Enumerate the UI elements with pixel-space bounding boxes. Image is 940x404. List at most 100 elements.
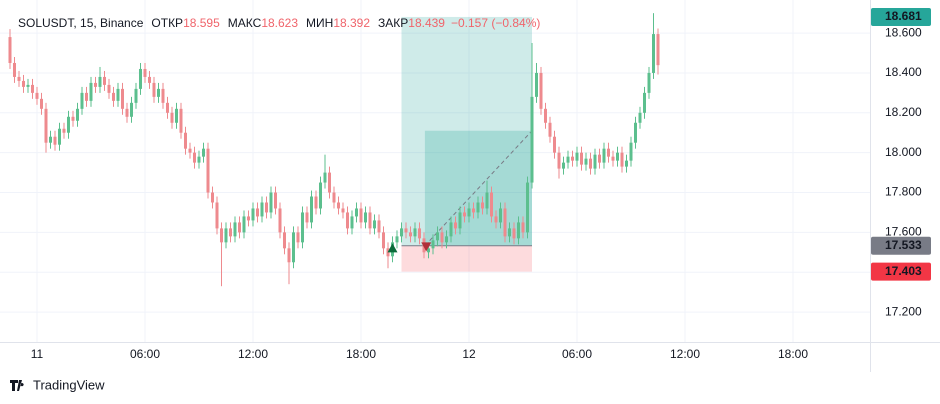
candle-body bbox=[336, 202, 340, 209]
candle-body bbox=[476, 202, 480, 213]
candle-body bbox=[318, 182, 322, 209]
candle-body bbox=[503, 208, 507, 237]
candle-body bbox=[30, 84, 34, 93]
candle-body bbox=[116, 88, 120, 101]
candle-body bbox=[143, 68, 147, 77]
y-tick-label: 17.600 bbox=[885, 225, 922, 239]
candle-body bbox=[21, 80, 25, 87]
candle-body bbox=[620, 152, 624, 167]
candle-body bbox=[75, 108, 79, 121]
candle-body bbox=[183, 132, 187, 149]
candle-body bbox=[516, 222, 520, 239]
grid bbox=[0, 0, 870, 342]
candle-body bbox=[327, 172, 331, 193]
header-item: −0.157 (−0.84%) bbox=[451, 16, 540, 30]
y-tick-label: 18.200 bbox=[885, 105, 922, 119]
candle-body bbox=[377, 220, 381, 233]
candle-body bbox=[66, 116, 70, 133]
candle-body bbox=[53, 136, 57, 145]
candle-body bbox=[305, 212, 309, 223]
candle-body bbox=[210, 192, 214, 203]
candle-body bbox=[489, 192, 493, 217]
candle-body bbox=[215, 202, 219, 229]
logo: TradingView bbox=[10, 377, 105, 392]
candle-body bbox=[453, 222, 457, 229]
candle-body bbox=[557, 152, 561, 169]
candle-body bbox=[26, 84, 30, 87]
candle-body bbox=[332, 192, 336, 203]
candle-body bbox=[363, 212, 367, 223]
header-item: 18.595 bbox=[183, 16, 220, 30]
header-item: SOLUSDT, 15, Binance bbox=[18, 16, 144, 30]
candle-body bbox=[381, 232, 385, 249]
candle-body bbox=[512, 228, 516, 239]
candle-body bbox=[611, 156, 615, 161]
candle-body bbox=[404, 228, 408, 233]
candle-body bbox=[350, 216, 354, 229]
header-item: ОТКР bbox=[151, 16, 183, 30]
candle-body bbox=[147, 76, 151, 83]
candle-body bbox=[219, 228, 223, 243]
candle-body bbox=[170, 112, 174, 123]
candle-body bbox=[71, 116, 75, 121]
candle-body bbox=[233, 222, 237, 237]
candle-body bbox=[408, 232, 412, 237]
candle-body bbox=[102, 76, 106, 85]
candle-body bbox=[480, 202, 484, 209]
x-tick-label: 12 bbox=[462, 347, 476, 361]
candle-body bbox=[643, 92, 647, 113]
candle-body bbox=[228, 228, 232, 237]
candle-body bbox=[273, 192, 277, 209]
candle-body bbox=[575, 152, 579, 161]
candle-body bbox=[354, 208, 358, 217]
profit-zone bbox=[401, 16, 532, 246]
header: SOLUSDT, 15, Binance ОТКР18.595 МАКС18.623… bbox=[18, 16, 540, 30]
y-tick-label: 17.200 bbox=[885, 304, 922, 318]
candle-body bbox=[543, 108, 547, 123]
header-item: 18.392 bbox=[333, 16, 370, 30]
candle-body bbox=[251, 208, 255, 221]
candle-body bbox=[440, 232, 444, 243]
candle-body bbox=[616, 152, 620, 161]
header-item: 18.439 bbox=[408, 16, 445, 30]
candle-body bbox=[458, 212, 462, 229]
candle-body bbox=[35, 92, 39, 99]
candle-body bbox=[296, 232, 300, 243]
candle-body bbox=[192, 152, 196, 163]
candle-body bbox=[323, 172, 327, 183]
candle-body bbox=[539, 72, 543, 109]
candle-body bbox=[156, 88, 160, 97]
candle-body bbox=[89, 82, 93, 101]
candle-body bbox=[8, 37, 12, 63]
candle-body bbox=[589, 158, 593, 169]
candle-body bbox=[255, 208, 259, 217]
candle-body bbox=[566, 156, 570, 163]
candle-body bbox=[80, 92, 84, 109]
x-tick-label: 18:00 bbox=[778, 347, 808, 361]
candle-body bbox=[534, 72, 538, 97]
price-badge bbox=[871, 236, 931, 255]
candle-body bbox=[525, 182, 529, 233]
price-badge bbox=[871, 7, 931, 26]
candle-body bbox=[570, 156, 574, 161]
header-item: 18.623 bbox=[261, 16, 298, 30]
y-tick-label: 18.000 bbox=[885, 145, 922, 159]
candle-body bbox=[17, 76, 21, 81]
candle-body bbox=[237, 222, 241, 233]
candle-body bbox=[242, 216, 246, 233]
candle-body bbox=[417, 228, 421, 239]
candle-body bbox=[638, 112, 642, 123]
price-badge bbox=[871, 262, 931, 281]
candle-body bbox=[57, 128, 61, 145]
candle-body bbox=[12, 62, 16, 77]
candle-body bbox=[287, 248, 291, 263]
candle-body bbox=[48, 136, 52, 143]
candle-body bbox=[372, 220, 376, 229]
candle-body bbox=[120, 88, 124, 109]
candle-body bbox=[602, 148, 606, 163]
candle-body bbox=[197, 156, 201, 163]
candle-body bbox=[62, 128, 66, 133]
brand[interactable]: TradingView bbox=[33, 377, 105, 392]
candle-body bbox=[161, 88, 165, 103]
price-badge-label: 17.533 bbox=[885, 238, 922, 252]
